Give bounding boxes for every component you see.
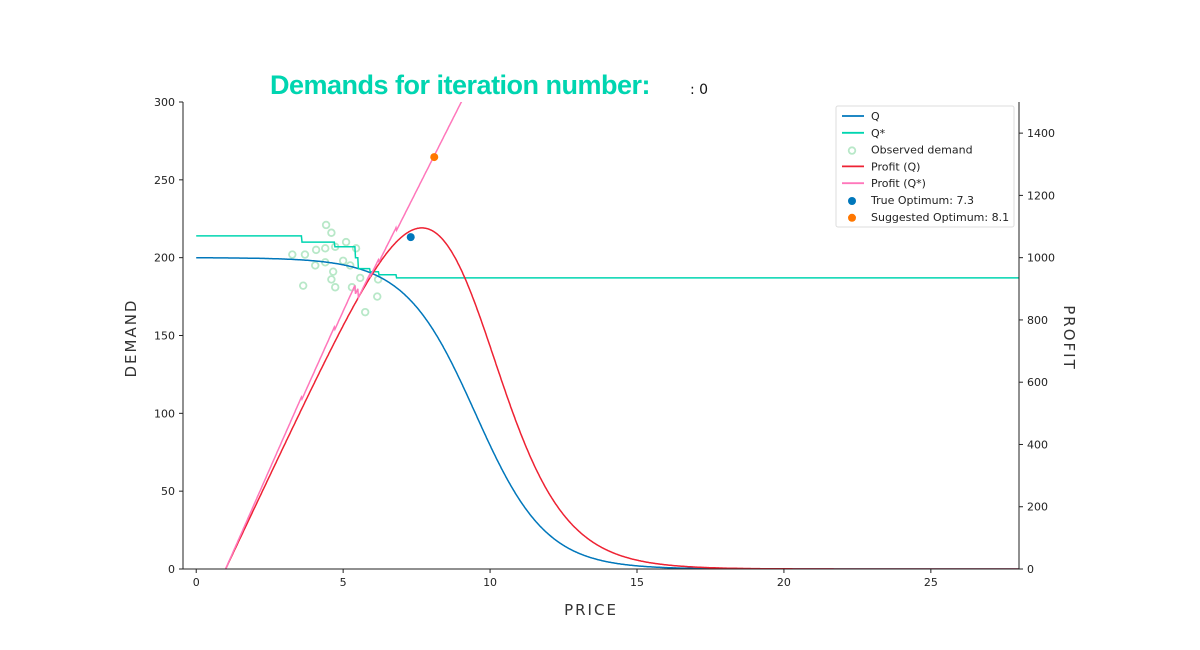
y2-tick-label: 800 (1027, 314, 1048, 327)
y-tick-label: 100 (154, 407, 175, 420)
observed-demand-point (351, 244, 361, 253)
observed-demand-point (360, 307, 370, 317)
y-axis-label: DEMAND (122, 298, 140, 377)
y-tick-label: 50 (161, 485, 175, 498)
y2-tick-label: 400 (1027, 438, 1048, 451)
y2-tick-label: 0 (1027, 563, 1034, 576)
y2-tick-label: 600 (1027, 376, 1048, 389)
true-optimum-marker (406, 233, 415, 242)
y2-tick-label: 1400 (1027, 127, 1055, 140)
observed-demand-point (300, 250, 310, 259)
series-profit-qstar-line (224, 102, 463, 569)
series-profit-q-line (224, 227, 1019, 569)
observed-demand-point (327, 275, 336, 284)
observed-demand-point (321, 220, 331, 230)
y-tick-label: 300 (154, 96, 175, 109)
x-tick-label: 20 (777, 576, 791, 589)
observed-demand-point (311, 245, 321, 255)
x-tick-label: 0 (193, 576, 200, 589)
observed-demand-point (355, 273, 365, 283)
observed-demand-point (321, 244, 330, 253)
legend-entry: True Optimum: 7.3 (870, 194, 974, 207)
y-tick-label: 250 (154, 174, 175, 187)
y-tick-label: 200 (154, 252, 175, 265)
y2-axis-label: PROFIT (1060, 305, 1078, 371)
legend-swatch (848, 197, 856, 205)
legend-entry: Q (871, 110, 880, 123)
observed-demand-point (328, 267, 338, 276)
legend-swatch (848, 213, 856, 222)
iteration-number: : 0 (690, 82, 709, 98)
series-qstar-line (196, 235, 1019, 279)
chart-title: Demands for iteration number: (270, 70, 651, 100)
y2-tick-label: 1200 (1027, 189, 1055, 202)
y-tick-label: 150 (154, 330, 175, 343)
y2-tick-label: 200 (1027, 501, 1048, 514)
observed-demand-point (373, 292, 382, 301)
y2-tick-label: 1000 (1027, 252, 1055, 265)
suggested-optimum-marker (430, 153, 439, 162)
observed-demand-point (331, 283, 340, 292)
observed-demand-point (311, 261, 320, 270)
observed-demand-point (327, 228, 336, 237)
legend-entry: Observed demand (871, 144, 973, 157)
x-tick-label: 10 (483, 576, 497, 589)
legend-entry: Profit (Q*) (871, 177, 926, 190)
observed-demand-point (341, 237, 351, 247)
observed-demand-point (298, 281, 308, 290)
legend-entry: Suggested Optimum: 8.1 (871, 211, 1009, 224)
y-tick-label: 0 (168, 563, 175, 576)
legend-entry: Profit (Q) (871, 160, 920, 173)
x-axis-label: PRICE (564, 601, 618, 619)
observed-demand-point (338, 256, 348, 265)
x-tick-label: 25 (924, 576, 938, 589)
x-tick-label: 15 (630, 576, 644, 589)
observed-demand-point (288, 250, 297, 259)
series-q-line (196, 257, 1019, 569)
x-tick-label: 5 (340, 576, 347, 589)
legend-box (835, 105, 1015, 228)
legend-swatch (847, 146, 857, 155)
legend-entry: Q* (871, 127, 886, 140)
